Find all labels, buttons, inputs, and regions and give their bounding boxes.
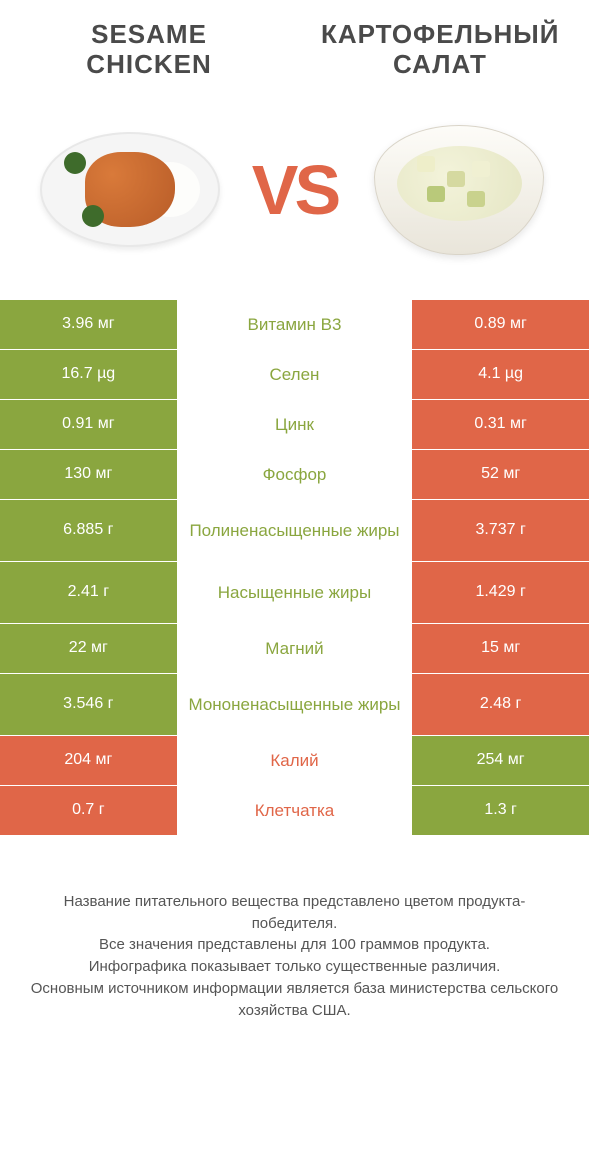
right-value: 1.3 г — [412, 786, 589, 835]
right-food-image — [364, 120, 554, 260]
right-value: 15 мг — [412, 624, 589, 673]
left-value: 0.91 мг — [0, 400, 177, 449]
left-value: 6.885 г — [0, 500, 177, 561]
table-row: 130 мгФосфор52 мг — [0, 450, 589, 500]
footer-line: Все значения представлены для 100 граммо… — [30, 934, 559, 956]
table-row: 16.7 µgСелен4.1 µg — [0, 350, 589, 400]
left-value: 2.41 г — [0, 562, 177, 623]
table-row: 0.91 мгЦинк0.31 мг — [0, 400, 589, 450]
left-value: 130 мг — [0, 450, 177, 499]
header: SESAME CHICKEN КАРТОФЕЛЬНЫЙ САЛАТ — [0, 0, 589, 90]
nutrient-label: Мононенасыщенные жиры — [177, 674, 413, 735]
left-value: 22 мг — [0, 624, 177, 673]
right-value: 1.429 г — [412, 562, 589, 623]
nutrient-label: Калий — [177, 736, 413, 785]
right-food-title: КАРТОФЕЛЬНЫЙ САЛАТ — [321, 20, 559, 80]
right-value: 52 мг — [412, 450, 589, 499]
right-value: 4.1 µg — [412, 350, 589, 399]
nutrient-label: Полиненасыщенные жиры — [177, 500, 413, 561]
left-value: 3.96 мг — [0, 300, 177, 349]
right-value: 3.737 г — [412, 500, 589, 561]
table-row: 3.96 мгВитамин B30.89 мг — [0, 300, 589, 350]
nutrient-label: Насыщенные жиры — [177, 562, 413, 623]
nutrient-label: Селен — [177, 350, 413, 399]
nutrient-label: Магний — [177, 624, 413, 673]
right-value: 0.89 мг — [412, 300, 589, 349]
right-value: 0.31 мг — [412, 400, 589, 449]
table-row: 0.7 гКлетчатка1.3 г — [0, 786, 589, 836]
table-row: 204 мгКалий254 мг — [0, 736, 589, 786]
footer-line: Название питательного вещества представл… — [30, 891, 559, 935]
left-value: 204 мг — [0, 736, 177, 785]
table-row: 3.546 гМононенасыщенные жиры2.48 г — [0, 674, 589, 736]
right-value: 2.48 г — [412, 674, 589, 735]
footer-note: Название питательного вещества представл… — [0, 836, 589, 1042]
table-row: 2.41 гНасыщенные жиры1.429 г — [0, 562, 589, 624]
left-food-image — [35, 120, 225, 260]
comparison-table: 3.96 мгВитамин B30.89 мг16.7 µgСелен4.1 … — [0, 300, 589, 836]
footer-line: Основным источником информации является … — [30, 978, 559, 1022]
footer-line: Инфографика показывает только существенн… — [30, 956, 559, 978]
table-row: 22 мгМагний15 мг — [0, 624, 589, 674]
table-row: 6.885 гПолиненасыщенные жиры3.737 г — [0, 500, 589, 562]
nutrient-label: Клетчатка — [177, 786, 413, 835]
vs-label: VS — [252, 150, 337, 230]
left-food-title: SESAME CHICKEN — [30, 20, 268, 80]
right-value: 254 мг — [412, 736, 589, 785]
nutrient-label: Фосфор — [177, 450, 413, 499]
images-row: VS — [0, 90, 589, 300]
left-value: 3.546 г — [0, 674, 177, 735]
left-value: 0.7 г — [0, 786, 177, 835]
left-value: 16.7 µg — [0, 350, 177, 399]
nutrient-label: Цинк — [177, 400, 413, 449]
nutrient-label: Витамин B3 — [177, 300, 413, 349]
